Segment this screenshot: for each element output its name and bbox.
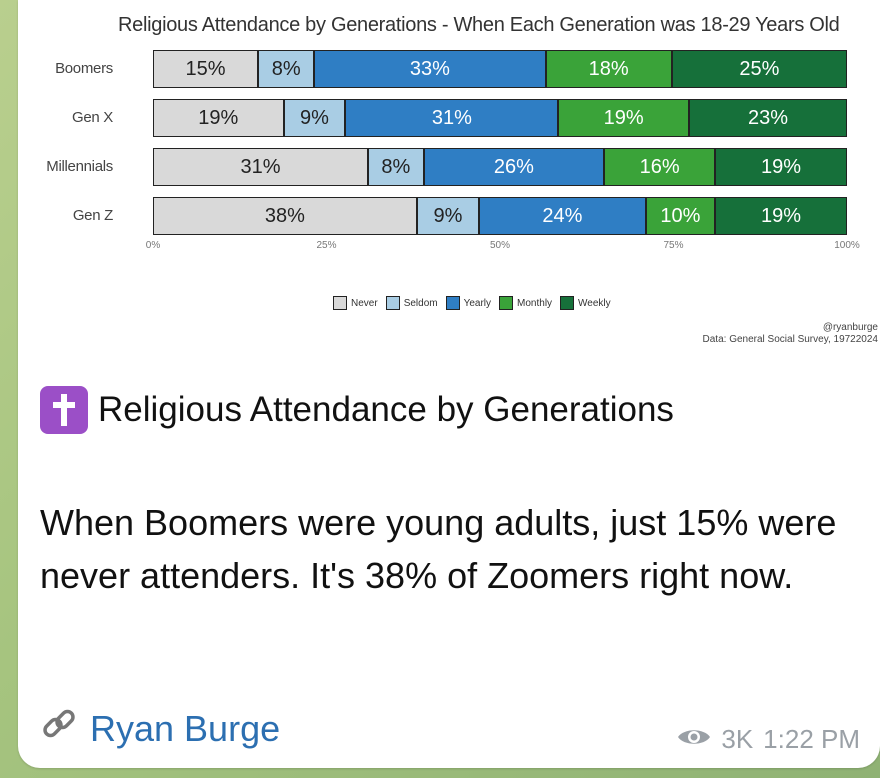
credit-source: Data: General Social Survey, 19722024 (702, 334, 878, 345)
legend-swatch (385, 296, 400, 310)
row-label: Gen X (71, 109, 113, 126)
legend-swatch (445, 296, 460, 310)
bar-segment: 31% (345, 99, 559, 137)
x-tick-label: 25% (316, 240, 337, 251)
legend-label: Weekly (578, 297, 611, 309)
x-tick-label: 0% (145, 240, 161, 251)
bar-segment: 15% (153, 50, 259, 88)
bar-segment: 10% (645, 197, 716, 235)
post-body: When Boomers were young adults, just 15%… (40, 502, 837, 596)
bar-segment: 19% (715, 197, 847, 235)
legend-label: Never (351, 297, 378, 309)
bar-segment: 23% (688, 99, 847, 137)
bar-segment: 19% (153, 99, 284, 137)
chart-title: Religious Attendance by Generations - Wh… (118, 14, 840, 36)
legend-swatch (333, 296, 347, 310)
legend-item: Monthly (499, 296, 552, 310)
bar-row: 19% 9% 31% 19% 23% (153, 99, 847, 137)
legend-item: Seldom (385, 296, 438, 310)
legend-item: Never (333, 296, 378, 310)
bar-segment: 9% (283, 99, 346, 137)
author-link[interactable]: Ryan Burge (40, 705, 280, 752)
legend-label: Seldom (403, 297, 438, 309)
legend-item: Yearly (445, 296, 492, 310)
legend-swatch (560, 296, 575, 310)
chart-credit: @ryanburge Data: General Social Survey, … (703, 322, 878, 346)
x-tick-label: 50% (489, 240, 511, 251)
eye-icon (677, 724, 711, 755)
bar-segment: 19% (715, 148, 847, 186)
chart-image[interactable]: Religious Attendance by Generations - Wh… (18, 0, 880, 362)
bar-segment: 38% (153, 197, 417, 235)
bar-row: 15% 8% 33% 18% 25% (153, 50, 847, 88)
bar-segment: 18% (545, 50, 672, 88)
bar-segment: 9% (416, 197, 480, 235)
row-label: Boomers (55, 60, 113, 77)
row-label: Gen Z (72, 207, 113, 224)
post-title: Religious Attendance by Generations (40, 386, 674, 434)
bar-segment: 16% (604, 148, 716, 186)
author-name: Ryan Burge (90, 707, 281, 749)
message-meta: 3K 1:22 PM (677, 724, 860, 755)
message-bubble: Religious Attendance by Generations - Wh… (18, 0, 880, 768)
latin-cross-icon (40, 386, 88, 434)
bar-segment: 19% (558, 99, 689, 137)
bar-row: 31% 8% 26% 16% 19% (153, 148, 847, 186)
legend-item: Weekly (560, 296, 611, 310)
legend-swatch (499, 296, 514, 310)
x-tick-label: 75% (663, 240, 684, 251)
bar-segment: 8% (258, 50, 315, 88)
bar-segment: 8% (368, 148, 424, 186)
bar-row: 38% 9% 24% 10% 19% (153, 197, 847, 235)
row-label: Millennials (46, 158, 113, 175)
bar-segment: 24% (479, 197, 646, 235)
legend-label: Yearly (463, 297, 492, 309)
post-title-text: Religious Attendance by Generations (98, 390, 674, 429)
message-time: 1:22 PM (763, 724, 860, 754)
credit-handle: @ryanburge (822, 322, 878, 333)
chart-legend: Never Seldom Yearly Monthly Weekly (333, 296, 611, 310)
legend-label: Monthly (517, 297, 553, 309)
x-tick-label: 100% (834, 240, 860, 251)
link-icon (40, 705, 78, 752)
bar-segment: 26% (423, 148, 605, 186)
view-count: 3K (721, 724, 754, 754)
bar-segment: 25% (671, 50, 847, 88)
bar-segment: 31% (153, 148, 369, 186)
bar-segment: 33% (314, 50, 546, 88)
